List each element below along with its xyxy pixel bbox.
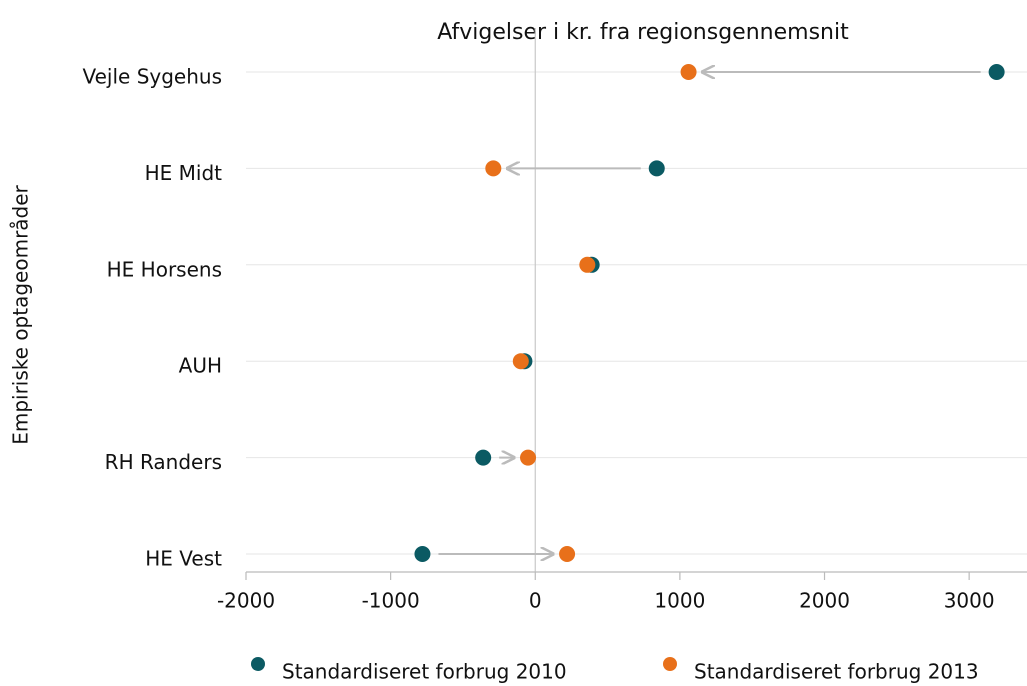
y-tick-label: AUH [179,354,222,378]
dot [414,546,431,562]
legend-marker [663,657,677,671]
y-tick-label: Vejle Sygehus [82,65,222,89]
x-tick-label: 1000 [654,589,705,613]
y-tick-label: HE Vest [145,547,222,571]
dot [485,160,502,177]
dot [475,449,492,466]
legend-label: Standardiseret forbrug 2010 [282,660,567,684]
x-tick-label: -2000 [217,589,275,613]
dot [559,546,576,562]
y-tick-label: RH Randers [105,450,222,474]
x-tick-label: 2000 [799,589,850,613]
x-tick-label: -1000 [362,589,420,613]
dot [988,64,1005,80]
legend-label: Standardiseret forbrug 2013 [694,660,979,684]
legend-marker [251,657,265,671]
chart-title: Afvigelser i kr. fra regionsgennemsnit [437,20,849,45]
x-tick-label: 0 [529,589,542,613]
y-tick-label: HE Midt [145,161,223,185]
x-tick-label: 3000 [944,589,995,613]
dot [680,64,697,80]
y-tick-label: HE Horsens [107,257,222,281]
dot [512,353,529,370]
dot [648,160,665,177]
dot [579,256,596,273]
dot [520,449,537,466]
y-axis-label: Empiriske optageområder [9,184,33,444]
